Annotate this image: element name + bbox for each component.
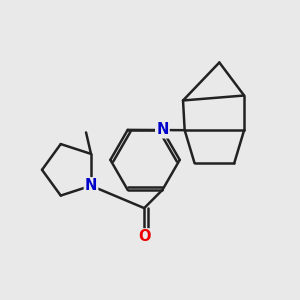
Text: O: O: [138, 229, 151, 244]
Text: N: N: [156, 122, 169, 137]
Text: N: N: [85, 178, 97, 193]
